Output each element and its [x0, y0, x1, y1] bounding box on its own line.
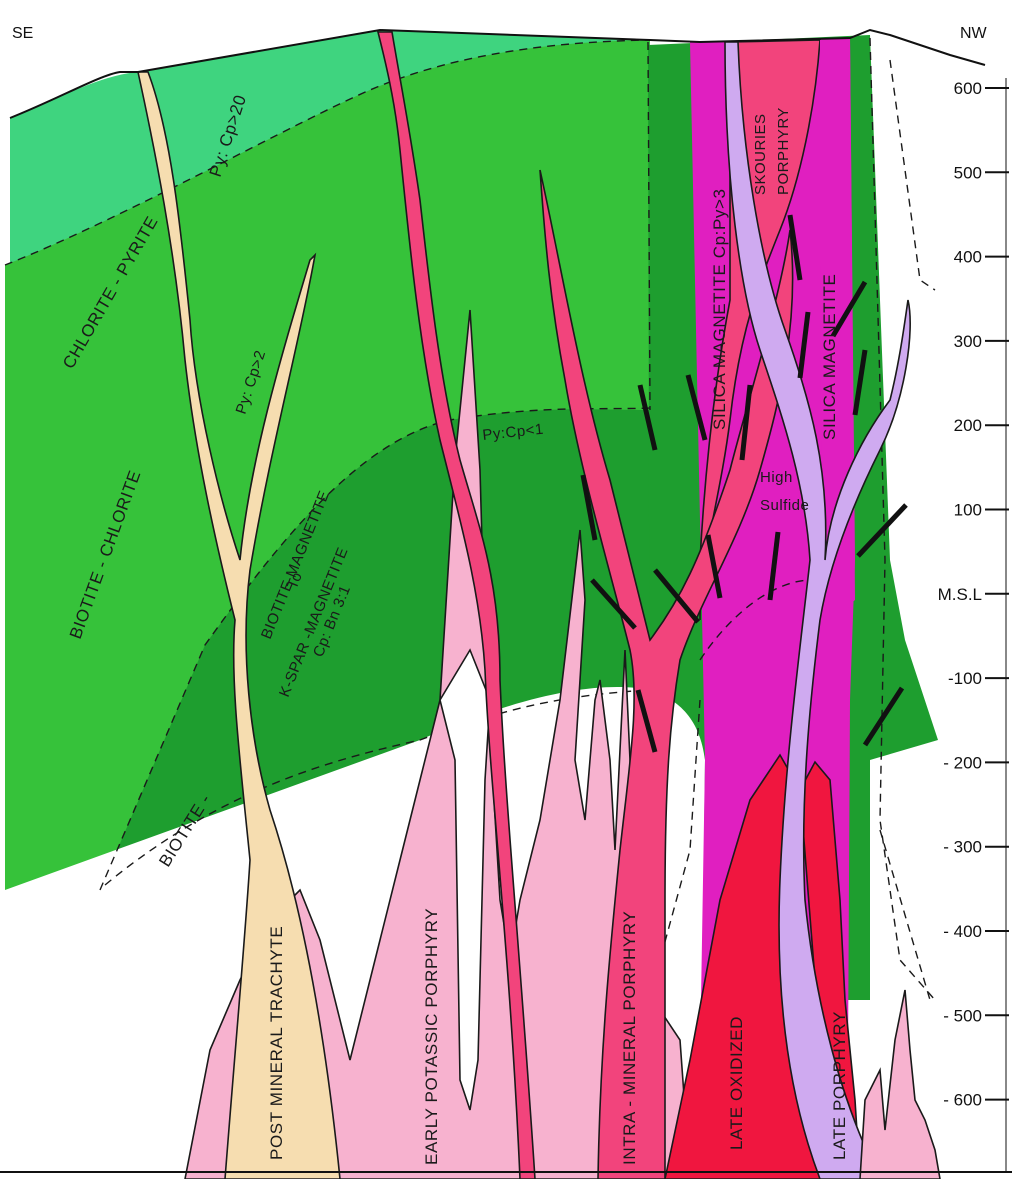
elevation-tick-label: 200: [954, 416, 982, 435]
intrusion-intra-mineral-main: [539, 169, 794, 1179]
elevation-tick-label: 300: [954, 332, 982, 351]
label-py-cp-1: Py:Cp<1: [482, 421, 545, 444]
boundary-right-lower: [879, 829, 931, 1001]
elevation-tick-label: 600: [954, 79, 982, 98]
label-silica-magnetite-right: SILICA MAGNETITE: [820, 274, 839, 440]
label-high: High: [760, 469, 793, 486]
elevation-tick-label: 400: [954, 248, 982, 267]
early-potassic-gap: [439, 648, 491, 1111]
elevation-tick-label: 500: [954, 163, 982, 182]
label-late-porphyry: LATE PORPHYRY: [830, 1011, 849, 1160]
boundary-biotite: [104, 689, 651, 886]
intrusion-post-mineral-trachyte: [137, 71, 341, 1179]
elevation-tick-label: -100: [948, 669, 982, 688]
elevation-tick-label: - 300: [943, 838, 982, 857]
label-sulfide: Sulfide: [760, 497, 809, 514]
label-skouries: SKOURIES: [752, 113, 769, 195]
intrusion-skouries-porphyry: [699, 39, 821, 621]
label-post-mineral-trachyte: POST MINERAL TRACHYTE: [267, 926, 286, 1160]
elevation-tick-label: 100: [954, 501, 982, 520]
intrusion-late-porphyry: [724, 41, 911, 1179]
label-intra-mineral-porphyry: INTRA - MINERAL PORPHYRY: [620, 911, 639, 1165]
label-porphyry: PORPHYRY: [775, 107, 792, 195]
elevation-tick-label: - 200: [943, 753, 982, 772]
boundary-right-faint: [889, 59, 936, 291]
topographic-surface: [9, 28, 986, 119]
boundary-right-outer: [869, 37, 936, 1001]
intrusion-intra-mineral-upper: [376, 31, 536, 1179]
boundary-green-vertical: [647, 41, 651, 411]
elevation-axis: 600 500 400 300 200 100 M.S.L -100 - 200 - 300 - 4…: [938, 78, 1009, 1172]
elevation-tick-label: M.S.L: [938, 585, 982, 604]
pink-fingers-right: [859, 989, 941, 1179]
elevation-tick-label: - 600: [943, 1091, 982, 1110]
label-early-potassic-porphyry: EARLY POTASSIC PORPHYRY: [422, 908, 441, 1165]
boundary-inner-lower: [659, 699, 701, 961]
direction-se-label: SE: [12, 25, 33, 42]
elevation-tick-label: - 500: [943, 1006, 982, 1025]
label-to: To: [284, 570, 306, 592]
elevation-tick-label: - 400: [943, 922, 982, 941]
label-silica-magnetite-left: SILICA MAGNETITE Cp:Py>3: [710, 188, 729, 430]
label-late-oxidized: LATE OXIDIZED: [727, 1016, 746, 1150]
boundary-chlorite-pyrite: [4, 39, 651, 266]
fault-markers: [580, 214, 908, 753]
direction-nw-label: NW: [960, 25, 988, 42]
